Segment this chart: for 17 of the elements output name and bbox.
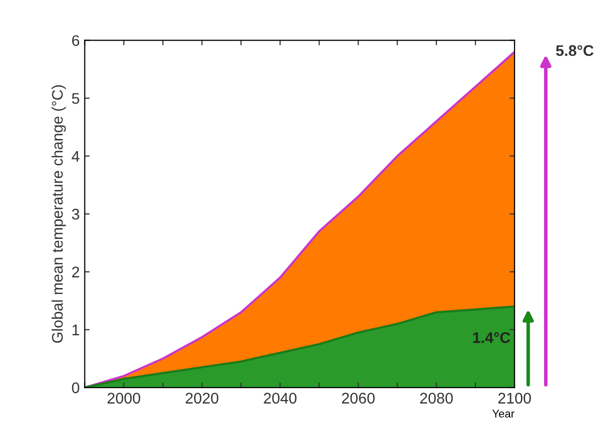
- y-tick-label: 5: [72, 93, 80, 104]
- annotation: 5.8°C: [556, 45, 594, 56]
- y-axis-title: Global mean temperature change (°C): [52, 85, 66, 343]
- x-tick-label: 2020: [186, 392, 218, 404]
- x-tick-label: 2080: [420, 392, 453, 404]
- y-tick-label: 6: [72, 35, 80, 46]
- annotation: 1.4°C: [473, 332, 510, 344]
- y-tick-label: 2: [72, 266, 80, 278]
- x-tick-label: 2040: [264, 392, 296, 404]
- x-tick-label: 2100: [498, 392, 531, 404]
- x-axis-title: Year: [492, 410, 514, 418]
- x-tick-label: 2000: [108, 392, 140, 404]
- y-tick-label: 3: [72, 208, 80, 220]
- y-tick-label: 4: [72, 151, 80, 162]
- y-tick-label: 1: [72, 324, 80, 336]
- x-tick-label: 2060: [342, 392, 375, 404]
- y-tick-label: 0: [72, 382, 80, 394]
